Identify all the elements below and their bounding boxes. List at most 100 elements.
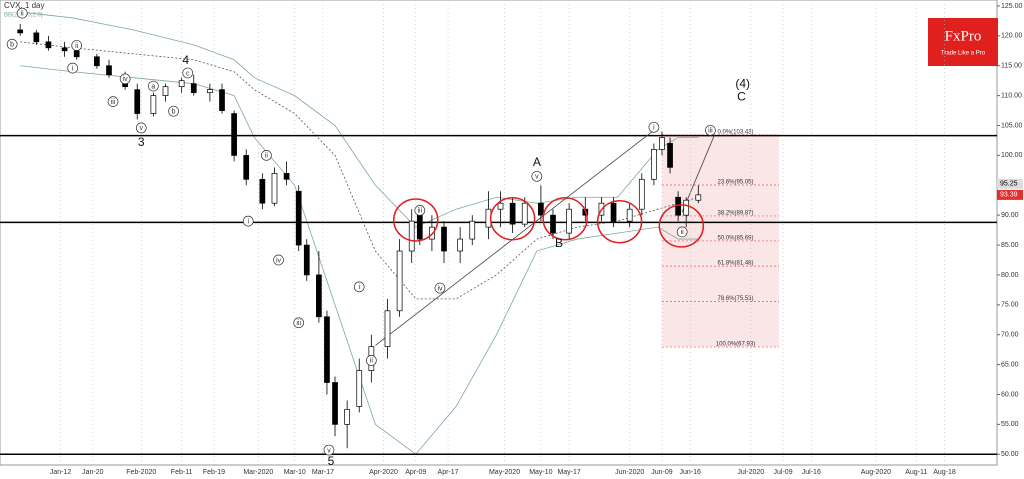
y-tick-label: 55.00 bbox=[1001, 421, 1019, 428]
candle-body bbox=[497, 202, 504, 210]
y-tick-label: 100.00 bbox=[1001, 152, 1023, 159]
wave-label: ii bbox=[370, 358, 374, 365]
candle-body bbox=[316, 274, 322, 318]
wave-label: iii bbox=[111, 99, 116, 106]
plot-frame bbox=[0, 0, 998, 466]
fib-label: 100.0%(67.93) bbox=[716, 342, 755, 348]
x-tick-label: Aug-11 bbox=[905, 469, 927, 476]
candle-body bbox=[190, 83, 197, 93]
logo-name: FxPro bbox=[945, 28, 982, 44]
y-tick-label: 85.00 bbox=[1001, 242, 1019, 249]
x-tick-label: Apr-09 bbox=[405, 469, 426, 476]
fib-label: 38.2%(89.87) bbox=[717, 211, 753, 217]
wave-label: 4 bbox=[182, 53, 189, 67]
candle-body bbox=[303, 244, 310, 276]
x-tick-label: Jun-09 bbox=[651, 469, 673, 476]
wave-marker bbox=[135, 122, 147, 134]
x-tick-label: May-2020 bbox=[489, 469, 520, 476]
candle-body bbox=[384, 310, 391, 348]
candle-body bbox=[344, 409, 350, 425]
x-tick-label: May-10 bbox=[529, 469, 552, 476]
fib-label: 23.6%(95.05) bbox=[717, 180, 753, 186]
x-tick-label: Jul-09 bbox=[774, 469, 793, 476]
y-tick-label: 80.00 bbox=[1001, 272, 1019, 279]
wave-marker bbox=[168, 105, 179, 117]
fib-label: 78.6%(75.53) bbox=[717, 296, 753, 302]
wave-label: iii bbox=[296, 320, 301, 327]
wave-label: iii bbox=[708, 128, 713, 135]
candle-body bbox=[17, 29, 24, 34]
wave-label: v bbox=[535, 174, 539, 181]
wave-marker bbox=[148, 80, 159, 92]
candle-body bbox=[626, 208, 633, 222]
x-tick-label: Feb-11 bbox=[171, 469, 193, 476]
x-tick-label: Mar-17 bbox=[312, 469, 334, 476]
x-tick-label: Feb-19 bbox=[203, 469, 225, 476]
wave-marker bbox=[261, 150, 272, 161]
x-tick-label: Feb-2020 bbox=[126, 469, 156, 476]
x-tick-label: Mar-2020 bbox=[243, 469, 273, 476]
logo-tagline: Trade Like a Pro bbox=[941, 51, 986, 57]
wave-marker bbox=[353, 281, 365, 293]
candle-body bbox=[178, 80, 185, 88]
trend-line bbox=[681, 134, 715, 213]
wave-label: i bbox=[72, 65, 74, 72]
x-tick-label: Aug-18 bbox=[933, 469, 956, 476]
y-tick-label: 115.00 bbox=[1001, 63, 1022, 70]
candle-body bbox=[45, 41, 52, 49]
y-tick-label: 120.00 bbox=[1001, 33, 1023, 40]
candle-body bbox=[469, 220, 476, 240]
candle-body bbox=[106, 65, 112, 76]
wave-label: v bbox=[140, 125, 144, 132]
candle-body bbox=[408, 220, 415, 252]
wave-label: i bbox=[653, 125, 655, 132]
wave-marker bbox=[323, 444, 335, 456]
candle-body bbox=[33, 32, 40, 43]
y-tick-label: 50.00 bbox=[1001, 451, 1019, 458]
wave-marker bbox=[531, 170, 543, 182]
wave-marker bbox=[107, 96, 119, 107]
candle-body bbox=[566, 208, 572, 234]
wave-marker bbox=[273, 254, 284, 266]
y-tick-label: 90.00 bbox=[1001, 212, 1019, 219]
wave-label: C bbox=[737, 89, 746, 103]
wave-label: ii bbox=[265, 153, 269, 160]
candle-body bbox=[243, 155, 250, 180]
highlight-circle bbox=[489, 197, 536, 241]
candle-body bbox=[356, 370, 363, 407]
x-tick-label: May-17 bbox=[557, 469, 580, 476]
highlight-circle bbox=[542, 197, 588, 241]
candle-body bbox=[162, 86, 169, 96]
wave-label: B bbox=[555, 236, 563, 250]
candle-body bbox=[231, 113, 237, 156]
x-tick-label: Apr-17 bbox=[438, 469, 459, 476]
wave-marker bbox=[676, 226, 688, 238]
wave-marker bbox=[16, 7, 28, 19]
candle-body bbox=[659, 137, 665, 150]
x-tick-label: Jul-16 bbox=[802, 469, 821, 476]
candle-body bbox=[207, 89, 213, 93]
fib-label: 0.0%(103.43) bbox=[717, 129, 753, 135]
candle-body bbox=[271, 172, 278, 204]
highlight-circle bbox=[658, 204, 705, 248]
wave-marker bbox=[434, 282, 446, 294]
wave-label: iii bbox=[417, 208, 422, 215]
chart-title: CVX, 1 day bbox=[4, 1, 44, 10]
wave-marker bbox=[705, 124, 716, 136]
x-tick-label: Mar-10 bbox=[284, 469, 306, 476]
candle-body bbox=[324, 316, 330, 383]
x-tick-label: Aug-2020 bbox=[861, 469, 891, 476]
y-tick-label: 105.00 bbox=[1001, 122, 1023, 129]
wave-label: b bbox=[10, 42, 14, 49]
wave-label: a bbox=[151, 83, 155, 90]
x-tick-label: Jan-20 bbox=[82, 469, 104, 476]
bb-upper bbox=[20, 11, 699, 228]
fib-label: 61.8%(81.48) bbox=[717, 261, 753, 267]
candle-body bbox=[550, 214, 556, 234]
price-tag-label: 93.39 bbox=[1000, 192, 1018, 199]
price-tag bbox=[997, 178, 1023, 189]
candle-body bbox=[667, 143, 673, 168]
wave-marker bbox=[293, 317, 305, 329]
y-tick-label: 75.00 bbox=[1001, 302, 1019, 309]
